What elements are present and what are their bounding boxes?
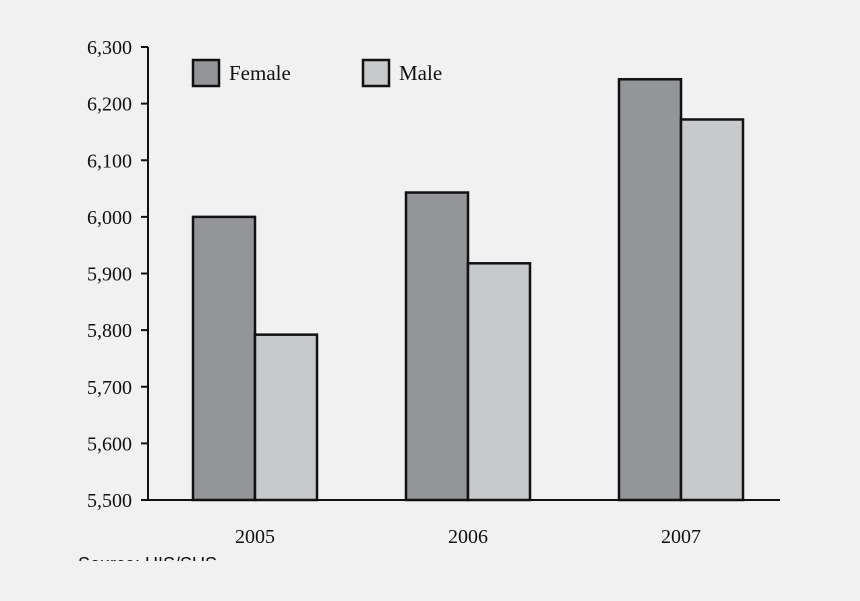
legend-swatch-male [361, 58, 391, 88]
legend: Female Male [191, 58, 442, 88]
legend-label-female: Female [229, 61, 291, 85]
bars [191, 78, 745, 502]
x-axis: 2005 2006 2007 [148, 499, 780, 548]
source-note-clip: Source: HIS/SUS [78, 554, 217, 574]
y-tick-label: 5,500 [87, 490, 132, 512]
y-tick-label: 5,600 [87, 433, 132, 455]
bar-female-2006 [404, 191, 470, 502]
y-tick-label: 6,300 [87, 37, 132, 59]
y-tick-label: 5,700 [87, 377, 132, 399]
y-tick-label: 6,100 [87, 150, 132, 172]
y-tick-label: 6,200 [87, 94, 132, 116]
x-tick-label: 2007 [661, 526, 701, 548]
legend-swatch-female [191, 58, 221, 88]
y-tick-label: 5,900 [87, 264, 132, 286]
y-tick-label: 6,000 [87, 207, 132, 229]
bar-female-2007 [617, 78, 683, 502]
y-tick-label: 5,800 [87, 320, 132, 342]
bar-male-2005 [253, 333, 319, 502]
x-tick-label: 2006 [448, 526, 488, 548]
bar-female-2005 [191, 215, 257, 502]
x-tick-label: 2005 [235, 526, 275, 548]
bar-male-2007 [679, 118, 745, 502]
y-axis: 5,500 5,600 5,700 5,800 5,900 6,000 6,100 6,200… [87, 37, 149, 512]
legend-label-male: Male [399, 61, 442, 85]
source-note: Source: HIS/SUS [78, 554, 217, 574]
bar-male-2006 [466, 262, 532, 502]
